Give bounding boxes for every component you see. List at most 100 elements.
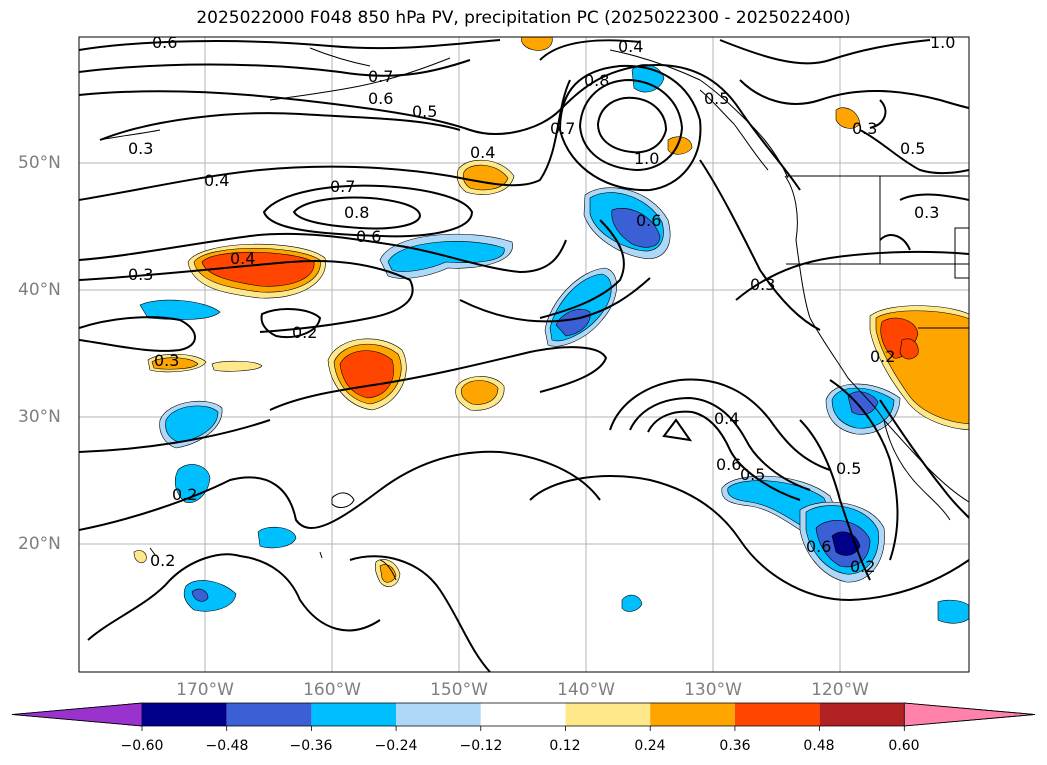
pv-contour — [699, 159, 821, 331]
contour-label: 0.4 — [714, 409, 739, 428]
pv-contour — [596, 96, 668, 154]
colorbar-tick-label: −0.36 — [289, 738, 333, 754]
lon-label-160w: 160°W — [303, 680, 361, 700]
colorbar-tick-label: 0.12 — [549, 738, 581, 754]
contour-label: 0.3 — [128, 139, 153, 158]
pv-contour — [79, 39, 501, 51]
pv-contour — [879, 399, 969, 519]
precip-blob — [165, 405, 219, 443]
precip-blob — [139, 299, 221, 320]
pv-contour — [79, 79, 571, 201]
colorbar-extend-low — [11, 702, 143, 727]
pv-contour — [269, 346, 608, 411]
contour-label: 0.2 — [172, 485, 197, 504]
precip-blob — [211, 360, 263, 372]
precip-blob — [183, 580, 237, 612]
colorbar-tick-label: 0.36 — [719, 738, 751, 754]
lat-label-20n: 20°N — [18, 534, 61, 554]
lat-label-30n: 30°N — [18, 407, 61, 427]
colorbar-tick-label: 0.60 — [888, 738, 920, 754]
pv-contour — [539, 39, 641, 61]
pv-contour — [459, 277, 651, 323]
contour-label: 0.5 — [900, 139, 925, 158]
pv-contour — [629, 396, 811, 491]
pv-contour — [735, 250, 969, 301]
contour-label: 0.3 — [154, 351, 179, 370]
colorbar-extend-high — [903, 702, 1036, 727]
contour-label: 0.4 — [618, 37, 643, 56]
contour-label: 0.5 — [740, 465, 765, 484]
colorbar-swatch — [142, 703, 227, 726]
pv-contour — [558, 64, 702, 192]
pv-contour — [662, 418, 693, 442]
precip-blob — [899, 338, 919, 360]
colorbar-tick-label: −0.24 — [374, 738, 418, 754]
colorbar — [11, 702, 1036, 731]
pv-contour — [539, 219, 625, 319]
pv-contour — [79, 450, 601, 531]
pv-contour — [99, 112, 461, 141]
contour-label: 0.6 — [356, 227, 381, 246]
contour-label: 0.7 — [368, 67, 393, 86]
contour-label: 0.3 — [128, 265, 153, 284]
contour-label: 0.7 — [330, 177, 355, 196]
contour-label: 1.0 — [930, 33, 955, 52]
pv-contour — [739, 79, 969, 109]
precip-blob — [257, 526, 297, 549]
pv-contour — [79, 64, 801, 191]
contour-label: 0.2 — [292, 323, 317, 342]
colorbar-swatch — [650, 703, 735, 726]
precip-positive — [133, 37, 969, 587]
contour-label: 0.7 — [550, 119, 575, 138]
pv-contour — [799, 419, 871, 581]
contour-label: 0.6 — [368, 89, 393, 108]
contour-label: 0.2 — [870, 347, 895, 366]
contour-label: 0.5 — [704, 89, 729, 108]
lon-label-140w: 140°W — [557, 680, 615, 700]
colorbar-swatch — [226, 703, 312, 726]
colorbar-tick-label: 0.48 — [803, 738, 835, 754]
contour-label: 0.8 — [584, 71, 609, 90]
contour-label: 0.2 — [150, 551, 175, 570]
colorbar-tick-label: 0.24 — [634, 738, 666, 754]
precip-blob — [937, 599, 969, 624]
pv-contour — [79, 259, 414, 333]
contour-label: 0.4 — [230, 249, 255, 268]
pv-contour — [349, 555, 491, 672]
pv-contour — [79, 232, 567, 274]
lon-label-120w: 120°W — [811, 680, 869, 700]
precip-blob — [611, 208, 661, 248]
precip-blob — [133, 550, 147, 564]
lon-label-170w: 170°W — [176, 680, 234, 700]
pv-contour — [647, 410, 801, 501]
pv-contour — [292, 196, 422, 230]
contour-label: 0.5 — [412, 102, 437, 121]
colorbar-swatch — [396, 703, 481, 726]
colorbar-swatch — [565, 703, 651, 726]
precip-blob — [521, 37, 553, 51]
contour-label: 0.6 — [152, 33, 177, 52]
pv-contour — [87, 553, 381, 641]
precip-blob — [847, 391, 879, 415]
contour-label: 0.4 — [470, 143, 495, 162]
pv-contour — [879, 234, 911, 251]
contour-label: 0.3 — [750, 275, 775, 294]
pv-contour — [79, 419, 271, 453]
colorbar-swatch — [819, 703, 905, 726]
colorbar-swatch — [480, 703, 566, 726]
pv-contour — [529, 475, 969, 602]
contour-label: 0.4 — [204, 171, 229, 190]
colorbar-tick-label: −0.12 — [459, 738, 503, 754]
precip-blob — [461, 380, 499, 405]
contour-label: 0.3 — [852, 119, 877, 138]
precip-blob — [621, 594, 643, 612]
pv-contour — [609, 378, 831, 471]
lon-label-150w: 150°W — [430, 680, 488, 700]
pv-contour — [79, 59, 471, 77]
colorbar-swatch — [311, 703, 397, 726]
contour-label: 0.8 — [344, 203, 369, 222]
map-title: 2025022000 F048 850 hPa PV, precipitatio… — [196, 8, 851, 28]
pv-contour — [869, 99, 887, 129]
pv-contour — [859, 129, 969, 175]
